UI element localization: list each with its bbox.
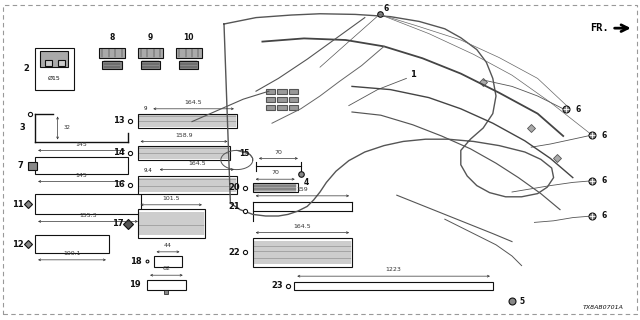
Text: 164.5: 164.5 [185,100,202,105]
Text: 23: 23 [271,281,283,290]
Bar [35,157,128,174]
Text: 3: 3 [20,124,26,132]
Text: 16: 16 [113,180,125,189]
Text: 6: 6 [602,131,607,140]
Text: 10: 10 [184,33,194,42]
Bar [253,183,298,192]
Bar [28,162,37,170]
Text: 4: 4 [304,178,309,187]
Text: Ø15: Ø15 [48,76,61,81]
Text: 70: 70 [271,170,279,175]
Bar [266,105,275,110]
Text: 22: 22 [228,248,240,257]
Text: 145: 145 [76,172,88,178]
Text: 19: 19 [129,280,141,289]
Bar [138,209,205,238]
Bar [266,97,275,102]
Bar [102,61,122,69]
Bar [138,114,237,128]
Text: FR.: FR. [590,23,609,33]
Text: 1223: 1223 [386,267,401,272]
Text: 32: 32 [64,125,71,131]
Bar [147,280,186,290]
Text: 2: 2 [23,64,29,73]
Bar [58,60,65,66]
Bar [99,48,125,58]
Bar [277,97,287,102]
Bar [35,194,141,214]
Text: 12: 12 [12,240,24,249]
Text: 6: 6 [602,176,607,185]
Bar [138,48,163,58]
Bar [35,48,74,90]
Text: 21: 21 [228,202,240,211]
Text: 1: 1 [410,70,415,79]
Text: 17: 17 [112,219,124,228]
Bar [289,105,298,110]
Text: 164.5: 164.5 [294,224,311,229]
Bar [154,256,182,267]
Text: 9: 9 [148,33,153,42]
Text: 18: 18 [131,257,142,266]
Bar [266,89,275,94]
Bar [179,61,198,69]
Text: 158.9: 158.9 [175,132,193,138]
Text: 6: 6 [576,105,581,114]
Text: 159: 159 [296,187,308,192]
Text: 164.5: 164.5 [188,161,205,166]
Bar [138,146,230,160]
Bar [289,89,298,94]
Text: 155.3: 155.3 [79,212,97,218]
Text: 145: 145 [76,141,88,147]
Text: 7: 7 [18,161,24,170]
Text: 14: 14 [113,148,125,157]
Text: 15: 15 [239,149,250,158]
Text: 13: 13 [113,116,125,125]
Text: 62: 62 [163,266,170,271]
Text: 101.5: 101.5 [163,196,180,201]
Text: 20: 20 [228,183,240,192]
Bar [277,89,287,94]
Bar [253,238,352,267]
Bar [176,48,202,58]
Text: 100.1: 100.1 [63,251,81,256]
Bar [289,97,298,102]
Bar [294,282,493,290]
Bar [35,235,109,253]
Bar [40,51,68,67]
Text: 6: 6 [602,212,607,220]
Text: 70: 70 [275,149,282,155]
Text: 5: 5 [520,297,525,306]
Bar [141,61,160,69]
Text: 9: 9 [144,106,147,111]
Bar [138,176,237,194]
Text: 9.4: 9.4 [144,168,153,173]
Text: TX8AB0701A: TX8AB0701A [583,305,624,310]
Bar [277,105,287,110]
Bar [45,60,52,66]
Text: 11: 11 [12,200,24,209]
Text: 8: 8 [109,33,115,42]
Text: 6: 6 [384,4,389,13]
Text: 44: 44 [164,243,172,248]
